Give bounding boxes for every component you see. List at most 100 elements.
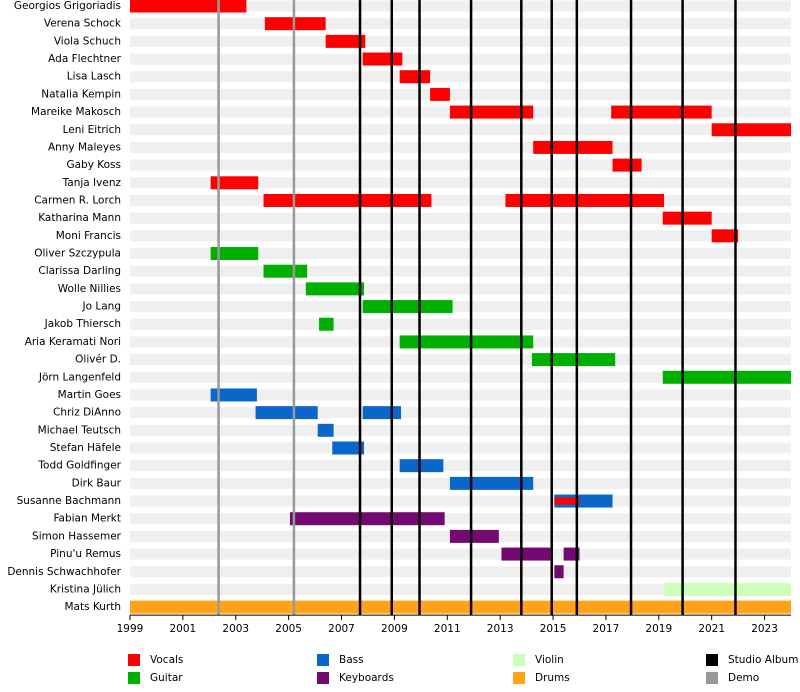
row-stripe [130, 212, 791, 224]
row-stripe [130, 513, 791, 525]
row-stripe [130, 495, 791, 507]
member-bar [664, 582, 791, 596]
x-tick-label: 2019 [645, 623, 672, 635]
member-bar [264, 17, 326, 31]
member-bar [662, 370, 791, 384]
member-name: Jakob Thiersch [44, 318, 121, 330]
member-name: Mats Kurth [64, 601, 121, 613]
row-stripe [130, 248, 791, 260]
member-bar [533, 140, 613, 154]
row-stripe [130, 566, 791, 578]
member-bar [662, 211, 712, 225]
row-stripe [130, 283, 791, 295]
legend-swatch [513, 654, 525, 666]
member-bar [210, 176, 259, 190]
legend-swatch [706, 672, 718, 684]
member-bar [325, 34, 366, 48]
legend-label: Guitar [150, 672, 183, 684]
row-stripe [130, 177, 791, 189]
member-bar [362, 52, 403, 66]
member-bar [210, 247, 259, 261]
member-name: Wolle Nillies [58, 283, 121, 295]
member-bar [319, 317, 334, 331]
member-name: Viola Schuch [54, 35, 121, 47]
row-stripe [130, 88, 791, 100]
member-name: Susanne Bachmann [17, 495, 121, 507]
member-name: Carmen R. Lorch [34, 194, 121, 206]
member-name: Lisa Lasch [67, 71, 121, 83]
member-bar [263, 193, 432, 207]
legend-label: Drums [535, 672, 570, 684]
member-name: Jörn Langenfeld [38, 371, 121, 383]
x-tick-label: 2013 [487, 623, 514, 635]
row-stripe [130, 301, 791, 313]
member-bar [430, 87, 450, 101]
member-name: Moni Francis [56, 230, 121, 242]
legend-label: Violin [535, 654, 564, 666]
member-bar [362, 300, 453, 314]
member-name: Olivér D. [75, 354, 121, 366]
legend-swatch [317, 654, 329, 666]
member-bar [501, 547, 551, 561]
member-name: Fabian Merkt [53, 513, 121, 525]
x-tick-label: 2017 [593, 623, 620, 635]
member-bar [399, 70, 431, 84]
member-bar [563, 547, 580, 561]
member-bar [611, 105, 712, 119]
row-stripe [130, 318, 791, 330]
x-tick-label: 2015 [540, 623, 567, 635]
member-name: Anny Maleyes [48, 141, 121, 153]
member-name: Martin Goes [58, 389, 121, 401]
member-bar [554, 565, 564, 579]
member-name: Gaby Koss [66, 159, 121, 171]
x-tick-label: 1999 [117, 623, 144, 635]
member-name: Clarissa Darling [38, 265, 121, 277]
member-name: Leni Eitrich [63, 124, 121, 136]
row-stripe [130, 265, 791, 277]
row-stripe [130, 53, 791, 65]
row-stripe [130, 424, 791, 436]
member-name: Tanja Ivenz [62, 177, 122, 189]
member-name: Stefan Häfele [50, 442, 121, 454]
member-name: Dennis Schwachhofer [7, 566, 121, 578]
member-bar [210, 388, 257, 402]
member-name: Verena Schock [44, 18, 122, 30]
legend-swatch [513, 672, 525, 684]
legend-swatch [128, 672, 140, 684]
x-tick-label: 2009 [381, 623, 408, 635]
member-name: Pinu'u Remus [50, 548, 121, 560]
x-tick-label: 2003 [222, 623, 249, 635]
legend-swatch [128, 654, 140, 666]
row-stripe [130, 159, 791, 171]
member-bar [711, 229, 739, 243]
x-tick-label: 2005 [275, 623, 302, 635]
member-name: Ada Flechtner [48, 53, 122, 65]
row-stripe [130, 354, 791, 366]
row-stripe [130, 583, 791, 595]
legend-label: Keyboards [339, 672, 394, 684]
member-bar [399, 459, 444, 473]
member-bar [255, 406, 318, 420]
member-bar [711, 123, 791, 137]
member-name: Natalia Kempin [41, 88, 121, 100]
legend-label: Bass [339, 654, 364, 666]
member-name: Kristina Jülich [50, 583, 121, 595]
x-tick-label: 2007 [328, 623, 355, 635]
member-name: Oliver Szczypula [34, 248, 121, 260]
member-bar [289, 512, 445, 526]
row-stripe [130, 389, 791, 401]
member-name: Chriz DiAnno [53, 407, 121, 419]
member-bar [317, 423, 334, 437]
x-tick-label: 2021 [698, 623, 725, 635]
member-name: Georgios Grigoriadis [14, 0, 121, 12]
row-stripe [130, 0, 791, 12]
row-stripe [130, 548, 791, 560]
member-bar [554, 497, 580, 505]
legend-label: Demo [728, 672, 759, 684]
x-tick-label: 2011 [434, 623, 461, 635]
row-stripe [130, 407, 791, 419]
member-bar [449, 529, 499, 543]
member-name: Todd Goldfinger [37, 460, 121, 472]
legend-label: Studio Album [728, 654, 798, 666]
member-bar [130, 600, 791, 614]
